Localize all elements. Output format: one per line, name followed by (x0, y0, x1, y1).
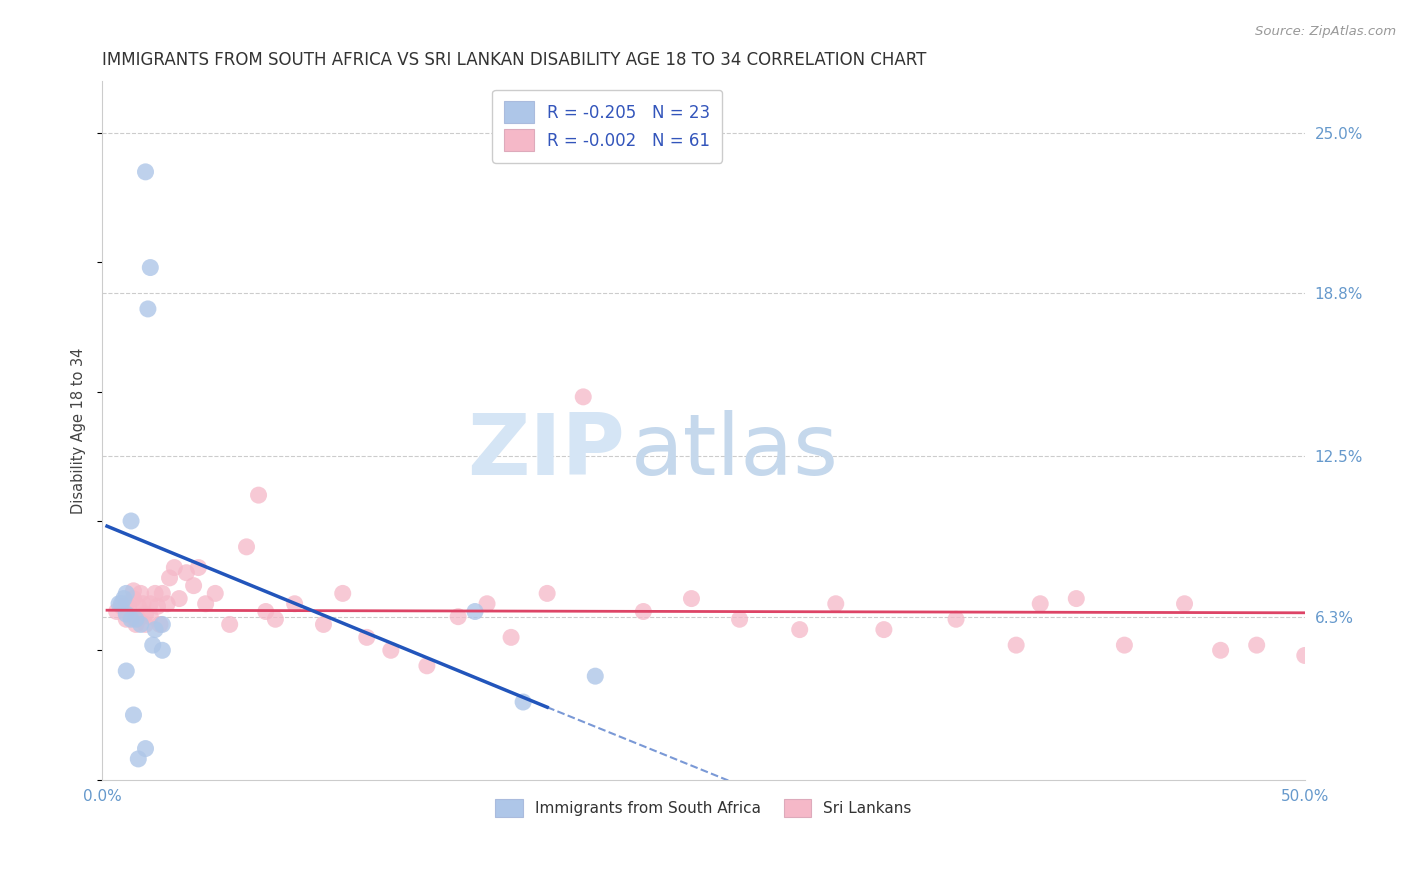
Point (945, 612, 967, 626)
Point (110, 597, 132, 611)
Point (464, 605, 486, 619)
Point (501, 631, 523, 645)
Point (146, 599, 169, 614)
Text: atlas: atlas (631, 410, 839, 493)
Point (284, 597, 307, 611)
Point (129, 617, 152, 632)
Point (139, 597, 162, 611)
Point (118, 599, 141, 614)
Point (122, 591, 145, 606)
Point (125, 612, 148, 626)
Point (194, 597, 217, 611)
Point (139, 260, 162, 275)
Point (1066, 591, 1088, 606)
Point (356, 631, 378, 645)
Point (115, 612, 138, 626)
Point (235, 540, 257, 554)
Point (108, 597, 131, 611)
Point (134, 607, 156, 621)
Point (176, 566, 198, 580)
Point (134, 617, 156, 632)
Point (789, 623, 811, 637)
Point (112, 591, 135, 606)
Point (183, 579, 205, 593)
Point (115, 586, 138, 600)
Point (150, 617, 173, 632)
Point (127, 599, 149, 614)
Point (218, 617, 240, 632)
Point (167, 591, 190, 606)
Point (143, 586, 166, 600)
Point (332, 586, 354, 600)
Point (1246, 638, 1268, 652)
Point (110, 599, 132, 614)
Point (136, 301, 159, 316)
Point (143, 623, 166, 637)
Point (572, 390, 595, 404)
Point (142, 638, 165, 652)
Point (204, 586, 226, 600)
Point (416, 658, 439, 673)
Point (150, 586, 173, 600)
Point (120, 612, 142, 626)
Text: ZIP: ZIP (468, 410, 626, 493)
Point (115, 664, 138, 678)
Point (129, 586, 152, 600)
Point (1029, 597, 1052, 611)
Point (115, 607, 138, 621)
Point (1005, 638, 1028, 652)
Point (254, 605, 277, 619)
Point (149, 617, 172, 632)
Point (873, 623, 896, 637)
Point (120, 609, 142, 624)
Point (127, 612, 149, 626)
Point (824, 597, 846, 611)
Point (139, 609, 162, 624)
Point (312, 617, 335, 632)
Point (264, 612, 287, 626)
Point (187, 560, 209, 574)
Point (156, 597, 179, 611)
Point (1294, 648, 1316, 663)
Y-axis label: Disability Age 18 to 34: Disability Age 18 to 34 (72, 347, 86, 514)
Point (127, 752, 149, 766)
Point (134, 741, 156, 756)
Point (512, 695, 534, 709)
Point (728, 612, 751, 626)
Point (1209, 643, 1232, 657)
Point (159, 571, 181, 585)
Point (120, 514, 142, 528)
Point (536, 586, 558, 600)
Point (125, 617, 148, 632)
Point (122, 708, 145, 723)
Point (475, 597, 498, 611)
Point (681, 591, 703, 606)
Point (380, 643, 402, 657)
Point (633, 605, 655, 619)
Point (1114, 638, 1136, 652)
Point (163, 560, 186, 574)
Text: Source: ZipAtlas.com: Source: ZipAtlas.com (1256, 25, 1396, 38)
Legend: Immigrants from South Africa, Sri Lankans: Immigrants from South Africa, Sri Lankan… (488, 791, 920, 824)
Point (132, 597, 155, 611)
Point (115, 597, 138, 611)
Point (447, 609, 470, 624)
Point (247, 488, 270, 502)
Point (134, 165, 156, 179)
Point (1173, 597, 1195, 611)
Text: IMMIGRANTS FROM SOUTH AFRICA VS SRI LANKAN DISABILITY AGE 18 TO 34 CORRELATION C: IMMIGRANTS FROM SOUTH AFRICA VS SRI LANK… (103, 51, 927, 69)
Point (583, 669, 606, 683)
Point (105, 605, 128, 619)
Point (150, 643, 173, 657)
Point (122, 583, 145, 598)
